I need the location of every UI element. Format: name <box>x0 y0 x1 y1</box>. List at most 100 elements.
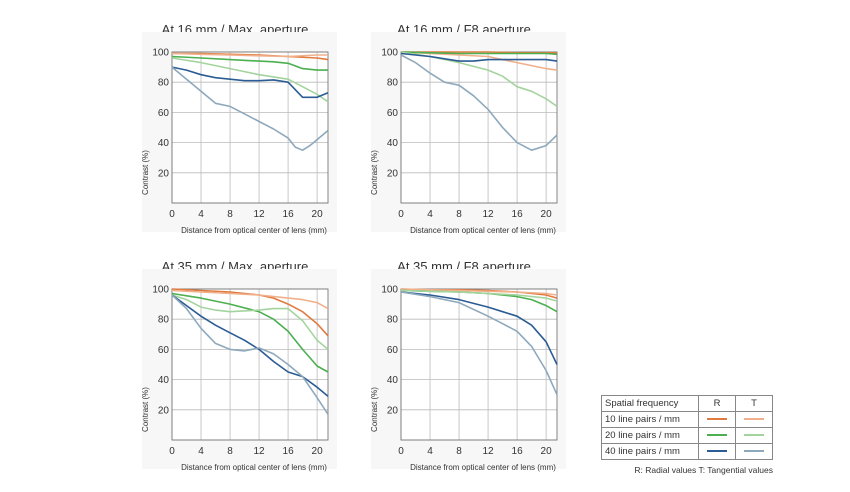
series-line-20-t <box>171 57 329 103</box>
y-tick-label: 40 <box>387 138 399 149</box>
x-tick-label: 20 <box>312 446 324 457</box>
series-line-40-r <box>400 52 558 62</box>
x-tick-label: 12 <box>483 209 495 220</box>
x-tick-label: 8 <box>456 209 462 220</box>
y-tick-label: 100 <box>152 48 169 59</box>
y-tick-label: 20 <box>387 405 399 416</box>
y-tick-label: 60 <box>158 345 170 356</box>
plot-area <box>172 52 328 203</box>
series-line-10-r <box>171 288 329 337</box>
x-tick-label: 8 <box>227 209 233 220</box>
plot-frame <box>171 288 329 441</box>
y-tick-label: 100 <box>381 48 398 59</box>
y-axis-label: Contrast (%) <box>370 150 379 195</box>
series-line-40-t <box>400 291 558 396</box>
legend-header-t: T <box>735 395 773 412</box>
legend-note: R: Radial values T: Tangential values <box>634 465 773 475</box>
y-tick-label: 100 <box>381 285 398 296</box>
y-tick-label: 40 <box>158 375 170 386</box>
y-axis-label: Contrast (%) <box>141 387 150 432</box>
series-line-40-t <box>400 54 558 151</box>
x-tick-label: 4 <box>427 446 433 457</box>
legend-header-label: Spatial frequency <box>601 395 699 412</box>
y-tick-label: 20 <box>158 168 170 179</box>
legend-swatch-r <box>707 418 727 421</box>
x-tick-label: 0 <box>398 209 404 220</box>
legend-swatch-t <box>744 434 764 437</box>
legend-row-label: 10 line pairs / mm <box>601 411 699 428</box>
series-line-10-t <box>171 289 329 310</box>
legend: Spatial frequency R T 10 line pairs / mm… <box>601 395 773 475</box>
x-tick-label: 4 <box>198 209 204 220</box>
y-tick-label: 100 <box>152 285 169 296</box>
legend-row-label: 20 line pairs / mm <box>601 427 699 444</box>
chart-svg: 0 4 8 12 16 20 20 40 60 80 100 Distance from optica… <box>370 32 566 235</box>
x-tick-label: 12 <box>483 446 495 457</box>
series-line-40-r <box>171 294 329 397</box>
x-tick-label: 16 <box>283 446 295 457</box>
legend-row-label: 40 line pairs / mm <box>601 443 699 460</box>
series-line-20-r <box>171 292 329 373</box>
legend-table: Spatial frequency R T 10 line pairs / mm… <box>601 395 773 460</box>
series-line-40-r <box>171 66 329 99</box>
series-line-10-t <box>171 52 328 58</box>
y-tick-label: 60 <box>387 108 399 119</box>
legend-header-row: Spatial frequency R T <box>601 395 773 412</box>
x-tick-label: 4 <box>198 446 204 457</box>
x-tick-label: 16 <box>512 446 524 457</box>
x-tick-label: 4 <box>427 209 433 220</box>
legend-swatch-t <box>744 418 764 421</box>
x-axis-label: Distance from optical center of lens (mm… <box>410 226 556 235</box>
y-tick-label: 60 <box>387 345 399 356</box>
x-tick-label: 12 <box>254 209 266 220</box>
y-tick-label: 80 <box>158 315 170 326</box>
x-tick-label: 8 <box>456 446 462 457</box>
chart-svg: 0 4 8 12 16 20 20 40 60 80 100 Distance from optica… <box>141 269 337 472</box>
y-tick-label: 80 <box>387 78 399 89</box>
y-tick-label: 20 <box>387 168 399 179</box>
y-tick-label: 60 <box>158 108 170 119</box>
x-tick-label: 16 <box>512 209 524 220</box>
chart-panel: At 35 mm / F8 aperture 0 4 8 12 16 20 20 40 60 80… <box>349 259 579 489</box>
y-tick-label: 80 <box>387 315 399 326</box>
plot-frame <box>171 51 329 204</box>
y-tick-label: 40 <box>387 375 399 386</box>
legend-row: 10 line pairs / mm <box>601 411 773 428</box>
legend-row: 40 line pairs / mm <box>601 443 773 460</box>
x-tick-label: 20 <box>541 209 553 220</box>
legend-swatch-t <box>744 450 764 453</box>
x-axis-label: Distance from optical center of lens (mm… <box>181 226 327 235</box>
chart-svg: 0 4 8 12 16 20 20 40 60 80 100 Distance from optica… <box>141 32 337 235</box>
legend-row: 20 line pairs / mm <box>601 427 773 444</box>
legend-header-r: R <box>698 395 736 412</box>
series-line-20-t <box>171 294 329 351</box>
legend-swatch-r <box>707 434 727 437</box>
series-line-20-t <box>400 289 558 302</box>
x-tick-label: 0 <box>169 209 175 220</box>
chart-panel: At 16 mm / F8 aperture 0 4 8 12 16 20 20 40 60 80… <box>349 22 579 252</box>
x-tick-label: 12 <box>254 446 266 457</box>
y-tick-label: 80 <box>158 78 170 89</box>
y-tick-label: 20 <box>158 405 170 416</box>
series-line-40-t <box>171 294 329 415</box>
chart-panel: At 35 mm / Max. aperture 0 4 8 12 16 20 20 40 60… <box>120 259 350 489</box>
series-line-20-r <box>171 55 328 71</box>
y-axis-label: Contrast (%) <box>141 150 150 195</box>
chart-panel: At 16 mm / Max. aperture 0 4 8 12 16 20 20 40 60… <box>120 22 350 252</box>
series-line-40-t <box>171 66 329 151</box>
series-line-20-r <box>400 51 558 56</box>
x-tick-label: 20 <box>312 209 324 220</box>
x-axis-label: Distance from optical center of lens (mm… <box>181 463 327 472</box>
y-tick-label: 40 <box>158 138 170 149</box>
series-line-10-t <box>400 288 558 296</box>
y-axis-label: Contrast (%) <box>370 387 379 432</box>
plot-area <box>401 52 557 203</box>
plot-area <box>401 289 557 440</box>
x-tick-label: 8 <box>227 446 233 457</box>
series-line-40-r <box>400 291 558 365</box>
x-axis-label: Distance from optical center of lens (mm… <box>410 463 556 472</box>
x-tick-label: 0 <box>398 446 404 457</box>
x-tick-label: 16 <box>283 209 295 220</box>
x-tick-label: 0 <box>169 446 175 457</box>
chart-svg: 0 4 8 12 16 20 20 40 60 80 100 Distance from optica… <box>370 269 566 472</box>
